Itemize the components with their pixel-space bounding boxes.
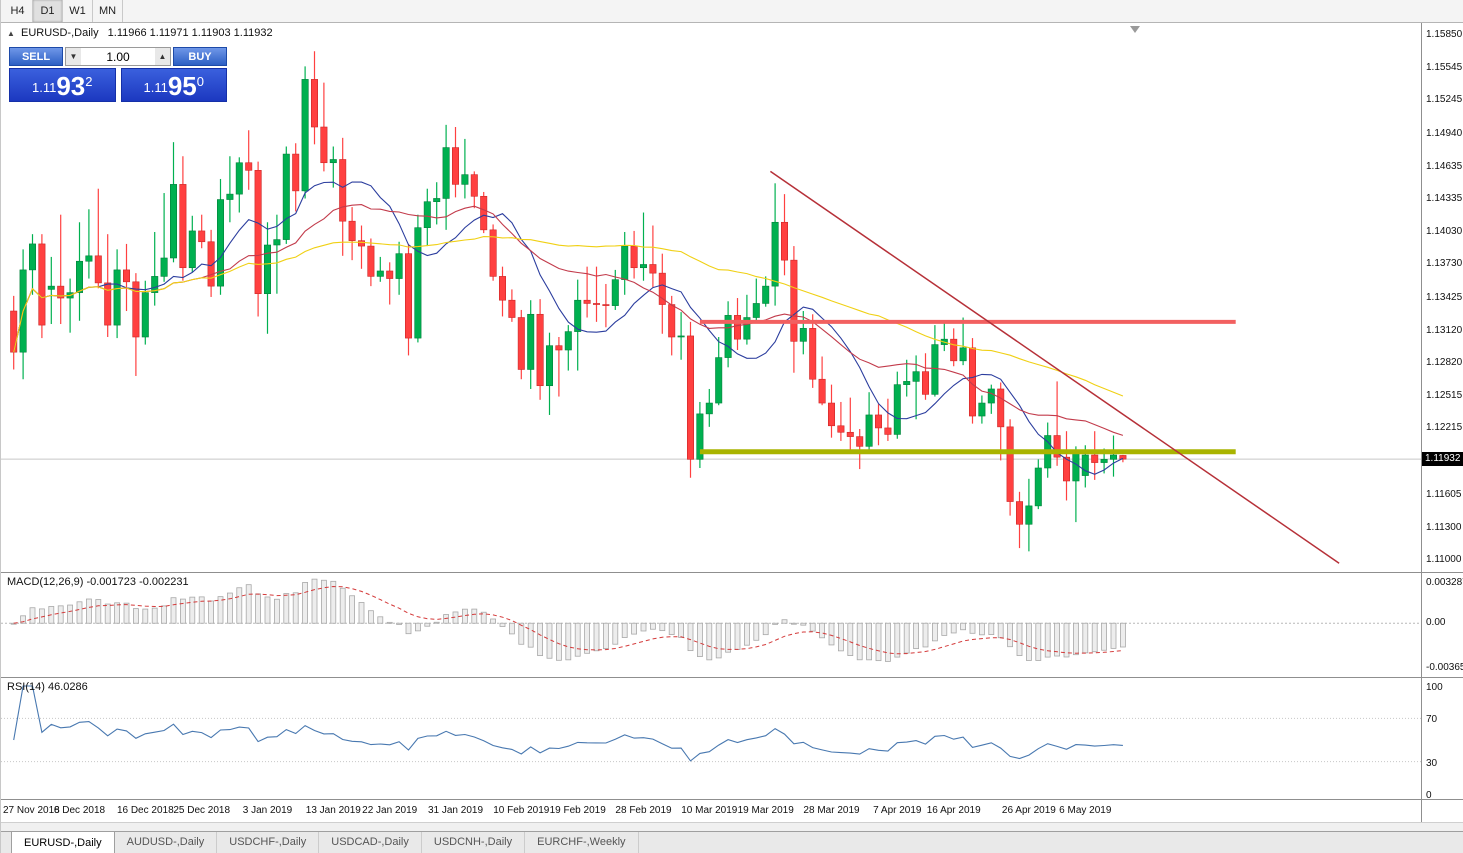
price-axis-label: 1.13120 <box>1426 324 1463 336</box>
time-axis-label: 28 Mar 2019 <box>803 805 860 816</box>
window-resize-strip <box>1 822 1463 831</box>
price-axis-label: 1.14635 <box>1426 160 1463 172</box>
time-axis-label: 7 Apr 2019 <box>873 805 922 816</box>
price-axis-label: 1.12515 <box>1426 390 1463 401</box>
time-axis-corner <box>1421 800 1463 822</box>
time-axis-label: 26 Apr 2019 <box>1001 805 1056 816</box>
chevron-down-icon: ▼ <box>69 52 78 61</box>
volume-stepper: ▼ ▲ <box>65 47 171 66</box>
time-axis-label: 28 Feb 2019 <box>615 805 672 816</box>
sell-price-main: 1.11 <box>32 80 57 95</box>
chart-tab-usdchf[interactable]: USDCHF-,Daily <box>217 832 320 853</box>
price-axis-label: 1.11000 <box>1426 554 1462 565</box>
rsi-axis-label: 70 <box>1426 714 1438 726</box>
chart-tab-usdcad[interactable]: USDCAD-,Daily <box>319 832 422 853</box>
rsi-axis-label: 30 <box>1426 757 1438 769</box>
time-axis-label: 10 Mar 2019 <box>681 805 738 816</box>
macd-axis: 0.003287 0.00 -0.003659 <box>1421 573 1463 677</box>
chart-shift-marker-icon[interactable] <box>1130 26 1140 33</box>
price-axis-label: 1.15850 <box>1426 29 1463 40</box>
chevron-up-icon: ▲ <box>158 52 167 61</box>
price-axis-label: 1.15245 <box>1426 94 1463 106</box>
time-axis-label: 16 Apr 2019 <box>926 805 981 816</box>
chart-header: ▲ EURUSD-,Daily 1.11966 1.11971 1.11903 … <box>7 27 273 39</box>
time-axis-label: 27 Nov 2018 <box>3 805 60 816</box>
time-axis-label: 13 Jan 2019 <box>305 805 361 816</box>
time-axis-label: 25 Dec 2018 <box>173 805 231 816</box>
sell-button[interactable]: SELL <box>9 47 63 66</box>
timeframe-button-h4[interactable]: H4 <box>3 0 33 22</box>
price-axis-label: 1.11300 <box>1426 521 1462 533</box>
price-axis-label: 1.12215 <box>1426 422 1463 434</box>
price-axis-label: 1.13425 <box>1426 291 1463 303</box>
trade-controls-row: SELL ▼ ▲ BUY <box>9 47 227 66</box>
price-axis: 1.15850 1.15545 1.15245 1.14940 1.14635 1.143… <box>1421 23 1463 572</box>
macd-indicator-panel: 0.003287 0.00 -0.003659 MACD(12,26,9) -0.0… <box>1 572 1463 677</box>
time-axis-label: 6 Dec 2018 <box>53 805 106 816</box>
timeframe-toolbar: H4 D1 W1 MN <box>1 0 1463 23</box>
price-axis-label: 1.14030 <box>1426 226 1463 237</box>
rsi-axis-label: 0 <box>1426 790 1432 801</box>
time-axis-label: 10 Feb 2019 <box>493 805 550 816</box>
chart-symbol-icon: ▲ <box>7 29 15 38</box>
time-axis-label: 31 Jan 2019 <box>427 805 484 816</box>
current-price-badge: 1.11932 <box>1422 452 1463 467</box>
rsi-axis: 100 70 30 0 <box>1421 678 1463 801</box>
time-axis-label: 19 Mar 2019 <box>737 805 794 816</box>
chart-tab-usdcnh[interactable]: USDCNH-,Daily <box>422 832 526 853</box>
chart-symbol-label: EURUSD-,Daily <box>20 27 99 39</box>
chart-panel: 1.15850 1.15545 1.15245 1.14940 1.14635 1.143… <box>1 23 1463 572</box>
macd-chart[interactable] <box>1 573 1421 677</box>
price-axis-label: 1.11605 <box>1426 488 1462 500</box>
price-axis-label: 1.13730 <box>1426 258 1463 270</box>
price-axis-label: 1.12820 <box>1426 356 1463 368</box>
rsi-axis-label: 100 <box>1426 682 1443 693</box>
time-axis: 27 Nov 2018 6 Dec 2018 16 Dec 2018 25 Dec 2… <box>1 799 1463 822</box>
macd-axis-label: -0.003659 <box>1426 662 1463 673</box>
time-axis-label: 6 May 2019 <box>1059 805 1112 816</box>
chart-ohlc-values: 1.11966 1.11971 1.11903 1.11932 <box>107 27 273 39</box>
time-axis-label: 22 Jan 2019 <box>362 805 418 816</box>
timeframe-button-w1[interactable]: W1 <box>63 0 93 22</box>
chart-tab-audusd[interactable]: AUDUSD-,Daily <box>115 832 218 853</box>
trade-prices-row: 1.11 93 2 1.11 95 0 <box>9 68 227 102</box>
macd-label: MACD(12,26,9) -0.001723 -0.002231 <box>7 576 189 588</box>
time-axis-label: 3 Jan 2019 <box>242 805 293 816</box>
chart-tab-eurusd[interactable]: EURUSD-,Daily <box>11 831 115 853</box>
price-axis-label: 1.15545 <box>1426 62 1463 73</box>
chart-tab-eurchf[interactable]: EURCHF-,Weekly <box>525 832 639 853</box>
candlestick-chart[interactable] <box>1 23 1421 572</box>
buy-price-pips: 95 <box>167 71 197 101</box>
macd-axis-label: 0.00 <box>1426 617 1446 629</box>
time-axis-label: 19 Feb 2019 <box>549 805 606 816</box>
price-axis-label: 1.14335 <box>1426 192 1463 204</box>
buy-button[interactable]: BUY <box>173 47 227 66</box>
chart-tabs-bar: EURUSD-,Daily AUDUSD-,Daily USDCHF-,Daily U… <box>1 831 1463 853</box>
volume-increase-button[interactable]: ▲ <box>155 48 170 65</box>
sell-price-point: 2 <box>85 74 93 89</box>
rsi-label: RSI(14) 46.0286 <box>7 681 88 693</box>
buy-price-point: 0 <box>196 74 204 89</box>
macd-axis-label: 0.003287 <box>1426 577 1463 588</box>
volume-decrease-button[interactable]: ▼ <box>66 48 81 65</box>
rsi-chart[interactable] <box>1 678 1421 799</box>
rsi-indicator-panel: 100 70 30 0 RSI(14) 46.0286 <box>1 677 1463 801</box>
volume-input[interactable] <box>81 48 155 65</box>
timeframe-button-mn[interactable]: MN <box>93 0 123 22</box>
time-axis-label: 16 Dec 2018 <box>116 805 174 816</box>
price-axis-label: 1.14940 <box>1426 127 1463 139</box>
sell-price-display[interactable]: 1.11 93 2 <box>9 68 116 102</box>
sell-price-pips: 93 <box>56 71 86 101</box>
timeframe-button-d1[interactable]: D1 <box>33 0 63 22</box>
buy-price-main: 1.11 <box>143 80 168 95</box>
buy-price-display[interactable]: 1.11 95 0 <box>120 68 227 102</box>
